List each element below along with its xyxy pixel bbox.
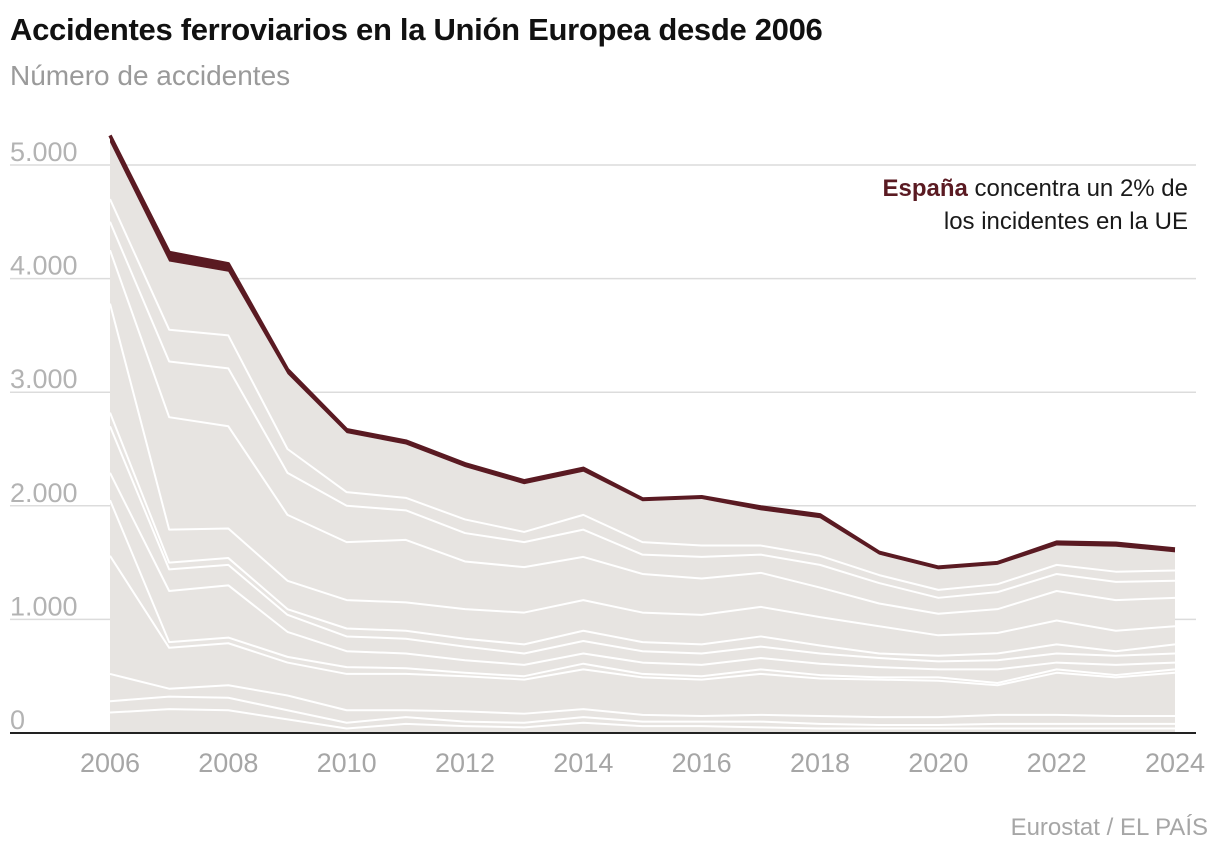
y-tick-label: 2.000 [10, 478, 78, 508]
total-area [110, 142, 1175, 733]
spain-series [108, 134, 1176, 570]
country-boundary-line [109, 499, 1176, 685]
country-boundary-line [109, 472, 1176, 671]
x-tick-label: 2008 [198, 748, 258, 778]
spain-line [108, 134, 1176, 569]
annotation-text: concentra un 2% de los incidentes en la … [943, 175, 1188, 235]
y-axis-ticks: 0 1.000 2.000 3.000 4.000 5.000 [10, 137, 78, 735]
x-tick-label: 2012 [435, 748, 495, 778]
y-tick-label: 1.000 [10, 591, 78, 621]
stream-lines [109, 198, 1176, 730]
chart-title: Accidentes ferroviarios en la Unión Euro… [10, 12, 823, 47]
source-credit: Eurostat / EL PAÍS [1010, 814, 1208, 841]
area-layer [110, 142, 1175, 733]
x-tick-label: 2014 [553, 748, 613, 778]
spain-annotation: España concentra un 2% de los incidentes… [868, 172, 1188, 238]
country-boundary-line [109, 303, 1176, 637]
country-boundary-line [109, 708, 1175, 730]
x-tick-label: 2022 [1027, 748, 1087, 778]
country-boundary-line [109, 695, 1175, 727]
x-tick-label: 2016 [672, 748, 732, 778]
x-tick-label: 2020 [908, 748, 968, 778]
country-boundary-line [109, 198, 1176, 591]
x-tick-label: 2024 [1145, 748, 1205, 778]
x-tick-label: 2006 [80, 748, 140, 778]
country-boundary-line [109, 221, 1176, 599]
x-tick-label: 2010 [317, 748, 377, 778]
x-axis-ticks: 2006 2008 2010 2012 2014 2016 2018 2020 2022 2024 [80, 748, 1205, 778]
x-tick-label: 2018 [790, 748, 850, 778]
country-boundary-line [109, 249, 1176, 615]
y-tick-label: 5.000 [10, 137, 78, 167]
country-boundary-line [109, 412, 1176, 657]
country-boundary-line [109, 672, 1175, 719]
annotation-highlight: España [882, 175, 968, 202]
country-boundary-line [109, 555, 1176, 687]
y-tick-label: 4.000 [10, 251, 78, 281]
y-tick-label: 0 [10, 705, 25, 735]
y-tick-label: 3.000 [10, 364, 78, 394]
country-boundary-line [109, 425, 1176, 663]
chart-subtitle: Número de accidentes [10, 60, 291, 91]
